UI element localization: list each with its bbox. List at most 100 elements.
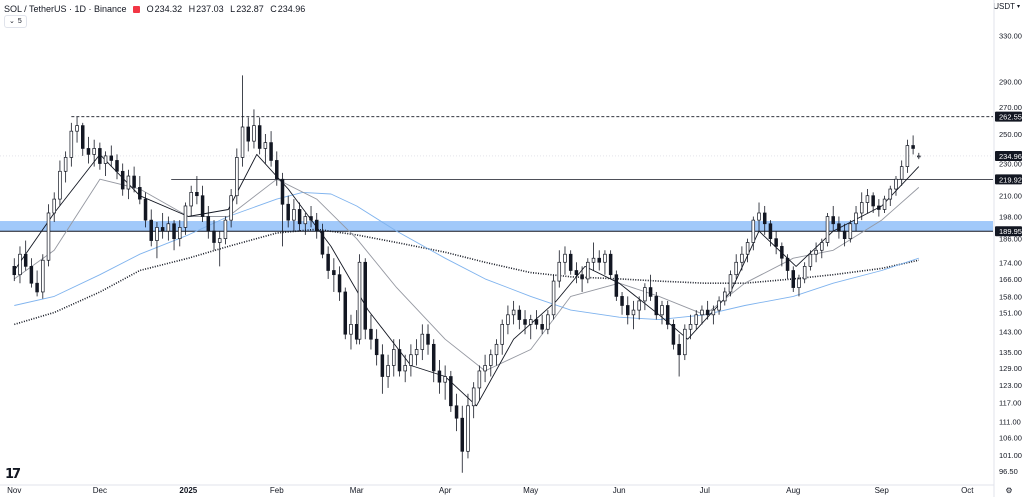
ohlc-values: O234.32 H237.03 L232.87 C234.96 — [147, 4, 310, 14]
open-key: O — [146, 4, 154, 14]
time-tick-label: May — [523, 486, 538, 495]
candle-2025-04-29 — [523, 310, 527, 335]
candle-body — [103, 155, 108, 164]
time-tick-label: 2025 — [179, 486, 197, 495]
gear-icon[interactable]: ⚙ — [1005, 486, 1012, 495]
candle-2025-09-08 — [899, 160, 904, 186]
candle-2024-12-01 — [98, 142, 102, 170]
time-tick-label: Apr — [439, 486, 452, 495]
candle-2025-02-19 — [326, 246, 330, 279]
candle-2025-01-20 — [240, 75, 245, 167]
chevron-down-icon: ⌄ — [9, 18, 15, 25]
candle-body — [414, 349, 419, 356]
candle-body — [665, 305, 670, 325]
candle-2025-02-11 — [303, 212, 308, 235]
candle-body — [449, 376, 453, 407]
candle-body — [292, 209, 296, 221]
open-value: 234.32 — [154, 4, 183, 14]
candle-body — [591, 257, 596, 263]
candle-body — [597, 257, 601, 263]
candle-2025-06-14 — [654, 291, 659, 320]
candle-2025-01-24 — [252, 109, 256, 149]
candle-body — [837, 223, 841, 232]
candle-body — [859, 202, 864, 214]
candle-body — [138, 187, 142, 200]
time-tick-label: Jul — [700, 486, 710, 495]
candle-body — [734, 261, 738, 276]
candle-body — [206, 216, 211, 232]
candle-2025-03-26 — [426, 324, 430, 355]
candle-body — [41, 259, 45, 293]
candle-2025-06-30 — [700, 305, 704, 325]
currency-selector[interactable]: USDT ▾ — [993, 2, 1020, 11]
candle-2025-04-03 — [449, 370, 453, 412]
candle-body — [252, 125, 256, 142]
indicators-collapse-button[interactable]: ⌄ 5 — [4, 15, 27, 28]
symbol-legend[interactable]: SOL / TetherUS · 1D · Binance O234.32 H2… — [4, 2, 309, 16]
candle-2025-08-25 — [859, 192, 864, 221]
candle-2024-11-27 — [86, 136, 91, 164]
candle-body — [235, 157, 239, 197]
candle-2025-03-16 — [397, 339, 402, 377]
candle-body — [98, 148, 102, 164]
tradingview-logo-icon[interactable]: 17 — [5, 467, 21, 482]
candle-2024-12-03 — [103, 151, 108, 177]
price-tick-label: 101.00 — [999, 451, 1022, 460]
price-tick-label: 186.00 — [999, 235, 1022, 244]
candle-body — [195, 192, 199, 197]
candle-2025-01-16 — [229, 189, 233, 228]
candle-body — [489, 354, 493, 366]
candle-body — [337, 274, 342, 293]
candle-body — [671, 324, 676, 345]
candle-2025-08-03 — [797, 274, 801, 297]
candle-2025-06-20 — [671, 319, 676, 350]
price-label-262.55: 262.55 — [995, 111, 1022, 122]
time-tick-label: Nov — [7, 486, 21, 495]
candle-body — [343, 291, 348, 335]
candle-body — [35, 282, 39, 293]
candle-2024-12-31 — [183, 202, 188, 235]
candle-body — [460, 417, 465, 452]
candle-body — [894, 178, 898, 190]
candle-2025-02-23 — [337, 266, 342, 301]
candle-body — [603, 253, 607, 263]
candle-2024-12-25 — [166, 216, 171, 241]
candle-body — [888, 188, 893, 200]
candle-2025-07-24 — [768, 220, 773, 247]
candle-2025-04-21 — [500, 319, 504, 355]
price-label-text: 234.96 — [999, 152, 1022, 161]
candle-body — [23, 253, 28, 267]
candle-2025-02-15 — [314, 212, 319, 239]
candle-body — [426, 333, 430, 345]
candle-body — [309, 216, 313, 221]
price-label-234.96: 234.96 — [995, 150, 1022, 161]
candle-body — [280, 178, 285, 205]
candle-body — [511, 309, 516, 316]
candle-2024-11-01 — [12, 258, 17, 282]
candle-body — [18, 253, 22, 276]
time-tick-label: Dec — [93, 486, 107, 495]
candle-body — [443, 376, 447, 383]
candle-2025-06-24 — [683, 324, 687, 361]
high-value: 237.03 — [196, 4, 224, 14]
candle-body — [80, 125, 85, 149]
candle-body — [620, 296, 624, 306]
candle-body — [52, 198, 56, 214]
candle-body — [740, 253, 744, 263]
candle-body — [149, 219, 153, 241]
candle-2024-12-09 — [120, 163, 125, 196]
candle-2025-08-23 — [854, 205, 858, 232]
candle-2024-12-15 — [138, 176, 142, 205]
price-label-text: 189.95 — [999, 227, 1022, 236]
candle-body — [563, 253, 567, 263]
candle-body — [854, 212, 858, 225]
candle-2025-04-19 — [494, 339, 499, 366]
candle-body — [557, 261, 562, 282]
candle-body — [586, 261, 590, 280]
price-tick-label: 106.00 — [999, 434, 1022, 443]
price-axis[interactable]: 96.50 101.00 106.00 111.00 117.00 123.00 129.0… — [993, 0, 1022, 497]
candle-body — [546, 314, 550, 330]
candle-2025-05-21 — [586, 258, 590, 284]
time-axis[interactable]: Nov Dec 2025 Feb Mar Apr May Jun Jul Aug Sep Oct ⚙ — [0, 484, 1013, 495]
